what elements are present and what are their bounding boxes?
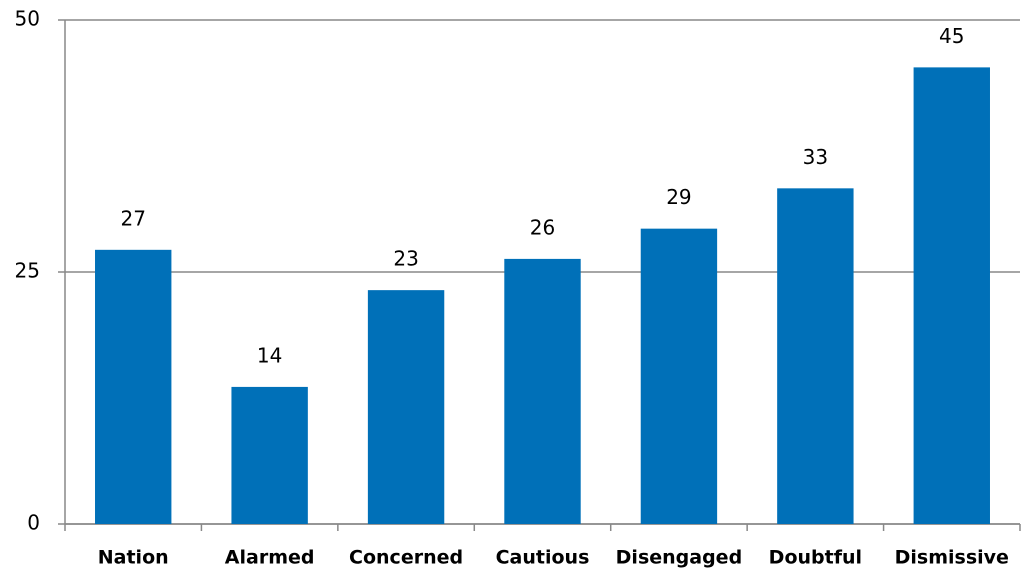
y-tick-label: 25 [15,259,40,283]
data-label: 27 [120,206,145,230]
bar [913,67,990,524]
y-tick-label: 50 [15,7,40,31]
x-tick-label: Doubtful [769,547,862,569]
data-label: 23 [393,247,418,271]
data-label: 14 [257,343,282,367]
data-label: 45 [939,24,964,48]
x-tick-label: Nation [98,547,169,569]
bar [640,228,718,524]
x-tick-label: Disengaged [616,547,743,569]
y-tick-label: 0 [27,511,40,535]
bar [777,188,854,524]
x-tick-label: Cautious [496,547,590,569]
bar [367,290,445,524]
bar [231,386,308,524]
x-tick-label: Alarmed [225,547,315,569]
x-tick-label: Concerned [349,547,463,569]
bar [95,249,172,524]
bar [504,258,581,524]
data-label: 33 [803,145,828,169]
x-tick-label: Dismissive [895,547,1009,569]
data-label: 29 [666,185,691,209]
data-label: 26 [530,215,555,239]
